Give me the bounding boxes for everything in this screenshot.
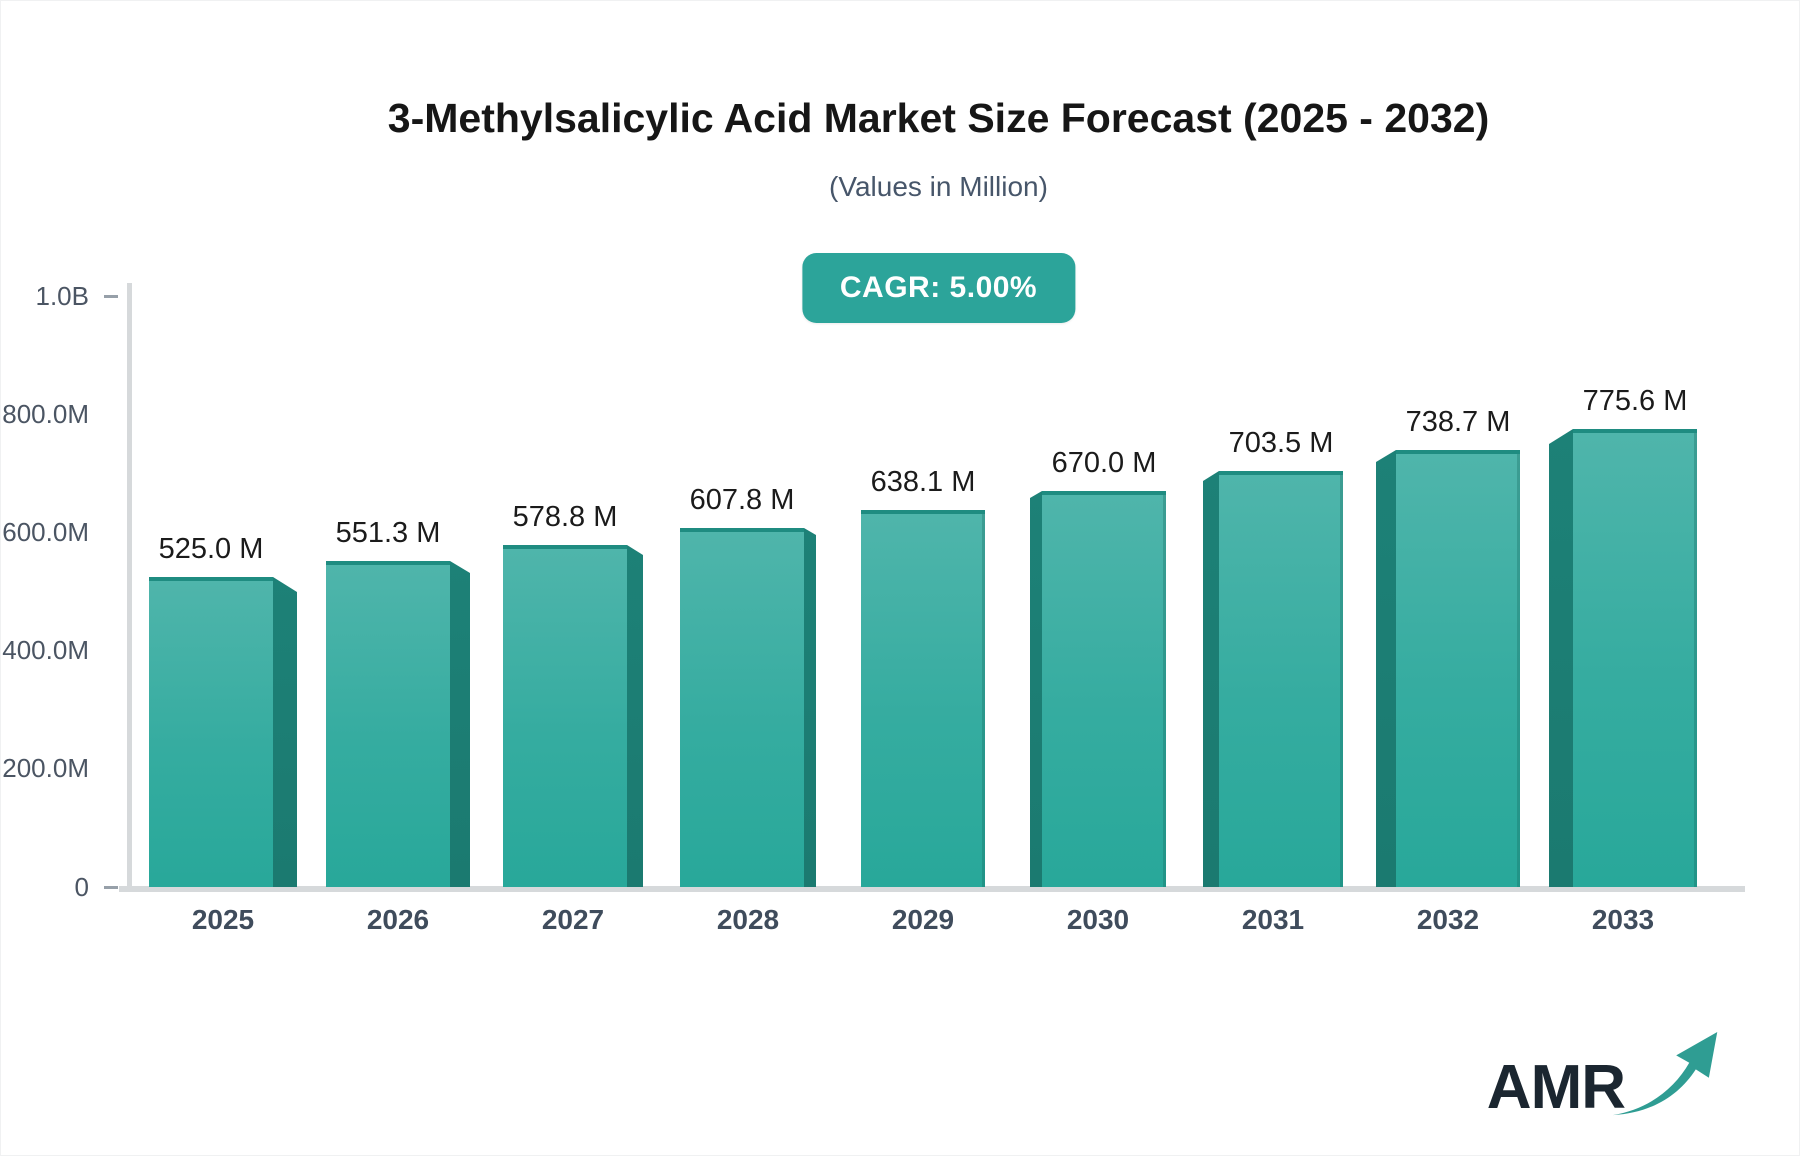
amr-logo-text: AMR	[1486, 1053, 1626, 1122]
x-axis-label-2028: 2028	[716, 904, 780, 935]
bar-2027	[503, 545, 643, 887]
bar-value-label-2032: 738.7 M	[1405, 406, 1511, 438]
bar-value-label-2028: 607.8 M	[689, 484, 795, 516]
bar-3d-side	[1203, 471, 1219, 887]
bar-face	[861, 510, 985, 887]
bar-value-label-2027: 578.8 M	[512, 501, 618, 533]
logo-arrow-icon	[1612, 1032, 1718, 1116]
bar-face	[326, 561, 450, 887]
bar-3d-side	[627, 545, 643, 887]
y-axis-line	[127, 283, 132, 889]
x-axis-label-2026: 2026	[366, 904, 430, 935]
x-axis-label-2033: 2033	[1591, 904, 1655, 935]
bar-face	[1396, 450, 1520, 887]
y-axis-label-800.0M: 800.0M	[1, 398, 118, 430]
cagr-badge: CAGR: 5.00%	[801, 253, 1076, 323]
bar-face	[680, 528, 804, 887]
bar-3d-side	[1376, 450, 1396, 887]
bar-value-label-2030: 670.0 M	[1051, 447, 1157, 479]
bar-2028	[680, 528, 816, 887]
bar-2030	[1030, 491, 1166, 887]
bar-3d-side	[1030, 491, 1042, 887]
x-axis-label-2030: 2030	[1066, 904, 1130, 935]
x-axis-label-2031: 2031	[1241, 904, 1305, 935]
bar-value-label-2033: 775.6 M	[1582, 385, 1688, 417]
bar-2032	[1376, 450, 1520, 887]
y-axis-tick-label: 800.0M	[2, 398, 89, 429]
x-axis-label-2029: 2029	[891, 904, 955, 935]
bar-face	[1573, 429, 1697, 887]
y-axis-label-400.0M: 400.0M	[1, 635, 118, 667]
bar-2031	[1203, 471, 1343, 887]
y-axis-tick-label: 1.0B	[35, 280, 90, 311]
bar-3d-side	[804, 528, 816, 887]
bar-2025	[149, 577, 297, 887]
bar-value-label-2026: 551.3 M	[335, 517, 441, 549]
x-axis-label-2032: 2032	[1416, 904, 1480, 935]
bar-value-label-2025: 525.0 M	[158, 533, 264, 565]
y-axis-label-200.0M: 200.0M	[1, 753, 118, 785]
x-axis-label-2027: 2027	[541, 904, 605, 935]
bar-2029	[861, 510, 985, 887]
bar-2026	[326, 561, 470, 887]
y-axis-tick-label: 400.0M	[2, 635, 89, 666]
bar-face	[1219, 471, 1343, 887]
chart-subtitle: (Values in Million)	[829, 171, 1048, 202]
y-axis-tick-label: 200.0M	[2, 753, 89, 784]
bar-face	[149, 577, 273, 887]
bar-face	[1042, 491, 1166, 887]
y-axis-label-0: 0	[1, 871, 118, 903]
y-axis-tick-label: 0	[74, 871, 89, 902]
bar-face	[503, 545, 627, 887]
x-axis-line	[119, 886, 1745, 892]
x-axis-label-2025: 2025	[191, 904, 255, 935]
amr-logo: AMR	[1487, 1027, 1721, 1119]
y-axis-tick-mark	[104, 294, 118, 298]
bar-3d-side	[1549, 429, 1573, 887]
bar-3d-side	[450, 561, 470, 887]
bar-value-label-2031: 703.5 M	[1228, 427, 1334, 459]
y-axis-label-600.0M: 600.0M	[1, 516, 118, 548]
bar-2033	[1549, 429, 1697, 887]
chart-title: 3-Methylsalicylic Acid Market Size Forec…	[387, 95, 1490, 141]
y-axis-label-1.0B: 1.0B	[1, 280, 118, 312]
y-axis-tick-label: 600.0M	[2, 516, 89, 547]
y-axis-tick-mark	[104, 885, 118, 889]
bar-value-label-2029: 638.1 M	[870, 466, 976, 498]
bar-3d-side	[273, 577, 297, 887]
